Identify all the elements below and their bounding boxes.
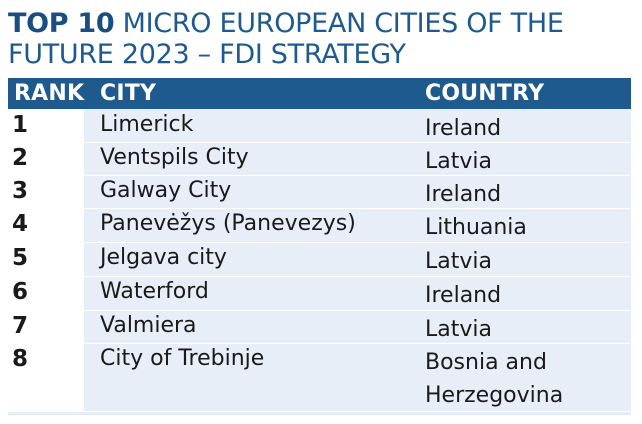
rank-value: 3 — [12, 178, 29, 204]
city-cell: Jelgava city — [100, 245, 227, 270]
table-row: 6 Waterford Ireland — [8, 276, 631, 311]
rank-cell: 2 — [8, 142, 84, 175]
country-line: Herzegovina — [425, 383, 564, 408]
country-cell: Latvia — [425, 245, 492, 278]
rank-value: 6 — [12, 279, 29, 305]
rank-value: 5 — [12, 245, 29, 271]
table-header: RANK CITY COUNTRY — [8, 78, 631, 109]
rank-cell: 6 — [8, 276, 84, 310]
header-city: CITY — [100, 81, 157, 106]
rank-value: 2 — [12, 145, 29, 171]
table-row: 5 Jelgava city Latvia — [8, 242, 631, 277]
rank-value: 8 — [12, 346, 29, 372]
country-line: Bosnia and — [425, 350, 547, 375]
rank-cell: 7 — [8, 310, 84, 343]
country-cell: Lithuania — [425, 211, 527, 244]
country-line: Latvia — [425, 317, 492, 342]
table-row: 3 Galway City Ireland — [8, 175, 631, 209]
rank-cell: 3 — [8, 175, 84, 208]
rank-cell: 5 — [8, 242, 84, 276]
city-cell: Ventspils City — [100, 145, 249, 170]
rankings-table: RANK CITY COUNTRY 1 Limerick Ireland 2 Vents… — [8, 78, 631, 415]
table-row: 8 City of Trebinje Bosnia and Herzegovina — [8, 343, 631, 412]
country-cell: Latvia — [425, 145, 492, 178]
header-country: COUNTRY — [425, 81, 545, 106]
city-cell: City of Trebinje — [100, 346, 265, 371]
country-line: Ireland — [425, 283, 502, 308]
table-row: 7 Valmiera Latvia — [8, 310, 631, 344]
country-cell: Ireland — [425, 112, 501, 145]
table-row: 2 Ventspils City Latvia — [8, 142, 631, 176]
title-emphasis: TOP 10 — [8, 8, 115, 39]
title-text: MICRO EUROPEAN CITIES OF THE FUTURE 2023… — [8, 8, 564, 70]
country-cell: Ireland — [425, 178, 501, 211]
header-rank: RANK — [14, 81, 85, 106]
country-cell: Latvia — [425, 313, 492, 346]
rank-cell: 4 — [8, 208, 84, 242]
city-cell: Valmiera — [100, 313, 197, 338]
country-cell: Ireland — [425, 279, 501, 312]
country-line: Latvia — [425, 249, 492, 274]
city-cell: Panevėžys (Panevezys) — [100, 211, 356, 236]
rank-value: 4 — [12, 211, 29, 237]
country-line: Lithuania — [425, 215, 527, 240]
city-cell: Waterford — [100, 279, 209, 304]
page-title: TOP 10 MICRO EUROPEAN CITIES OF THE FUTU… — [8, 8, 634, 70]
table-row: 1 Limerick Ireland — [8, 109, 631, 143]
country-cell: Bosnia and Herzegovina — [425, 346, 563, 412]
table-row: 4 Panevėžys (Panevezys) Lithuania — [8, 208, 631, 243]
country-line: Ireland — [425, 182, 502, 207]
rank-cell: 1 — [8, 109, 84, 142]
country-line: Ireland — [425, 116, 502, 141]
country-line: Latvia — [425, 149, 492, 174]
rank-cell: 8 — [8, 343, 84, 411]
rank-value: 1 — [12, 112, 29, 138]
city-cell: Limerick — [100, 112, 194, 137]
rank-value: 7 — [12, 313, 29, 339]
city-cell: Galway City — [100, 178, 232, 203]
